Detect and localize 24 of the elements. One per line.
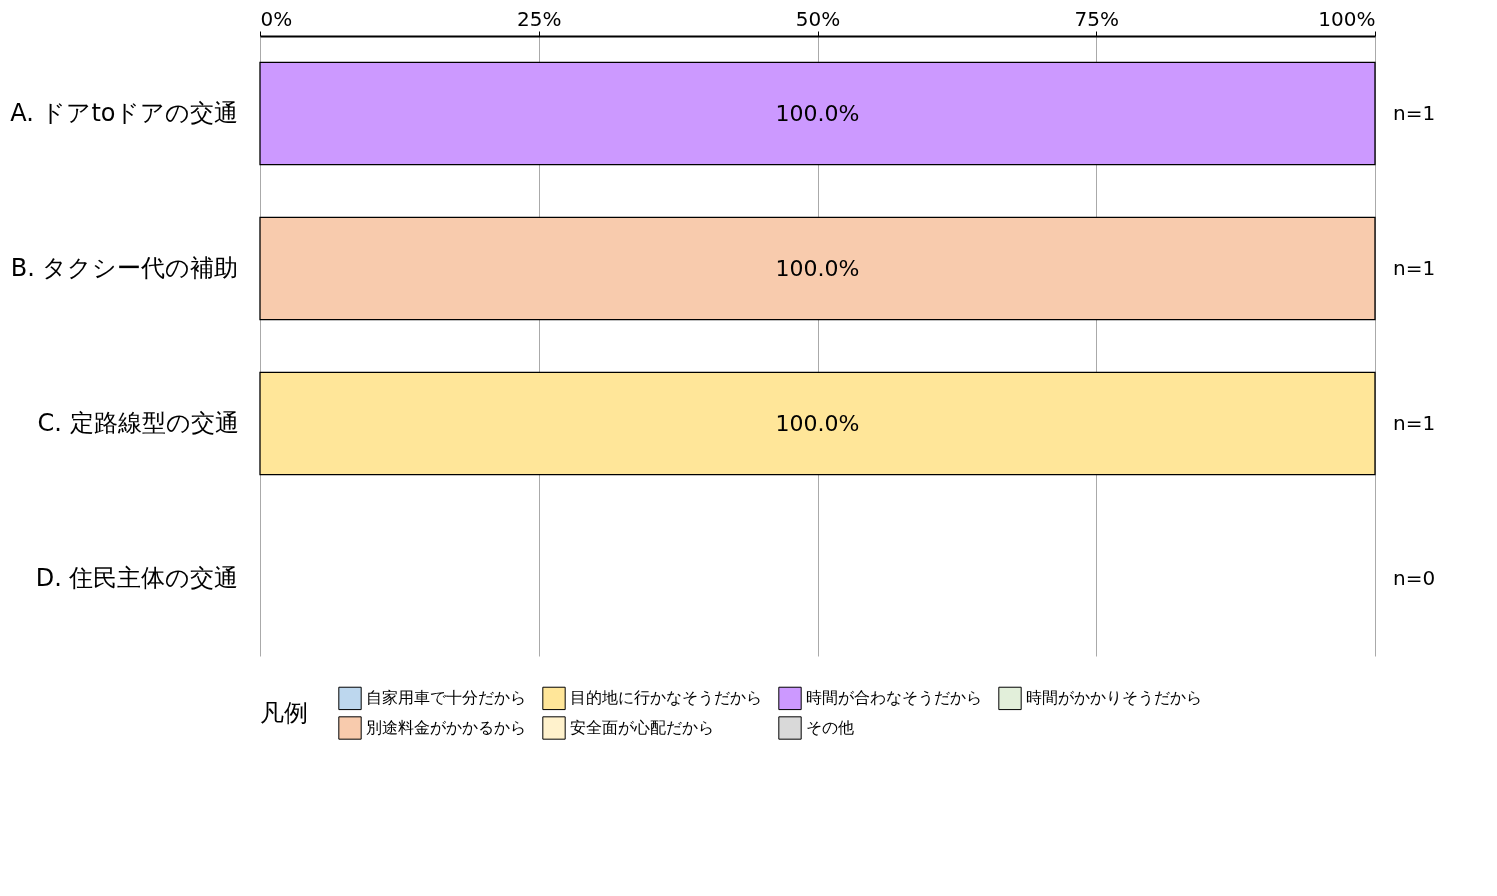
text: n=1 <box>1393 410 1436 435</box>
legend-label: 安全面が心配だから <box>570 718 714 737</box>
y-tick-label: A. ドアtoドアの交通 <box>10 98 239 127</box>
data-label: 100.0% <box>775 410 860 436</box>
legend-label: 目的地に行かなそうだから <box>570 688 762 708</box>
y-tick-label: C. 定路線型の交通 <box>37 408 239 437</box>
x-tick-label: 0% <box>260 6 293 31</box>
legend-label: 自家用車で十分だから <box>366 688 526 708</box>
data-label: 100.0% <box>775 100 860 126</box>
x-tick-label: 75% <box>1074 6 1119 31</box>
text: n=1 <box>1393 255 1436 280</box>
legend-title: 凡例 <box>260 699 308 727</box>
x-tick-label: 100% <box>1318 6 1376 31</box>
x-tick-label: 50% <box>795 6 841 31</box>
legend-label: 時間が合わなそうだから <box>806 688 982 708</box>
legend-label: その他 <box>806 718 854 737</box>
y-tick-label: B. タクシー代の補助 <box>10 253 239 282</box>
text: n=0 <box>1393 565 1436 590</box>
data-label: 100.0% <box>775 255 860 281</box>
legend-label: 時間がかかりそうだから <box>1026 688 1202 708</box>
x-tick-label: 25% <box>517 6 562 31</box>
legend-label: 別途料金がかかるから <box>366 718 526 737</box>
text: n=1 <box>1393 100 1436 125</box>
y-tick-label: D. 住民主体の交通 <box>35 563 239 592</box>
